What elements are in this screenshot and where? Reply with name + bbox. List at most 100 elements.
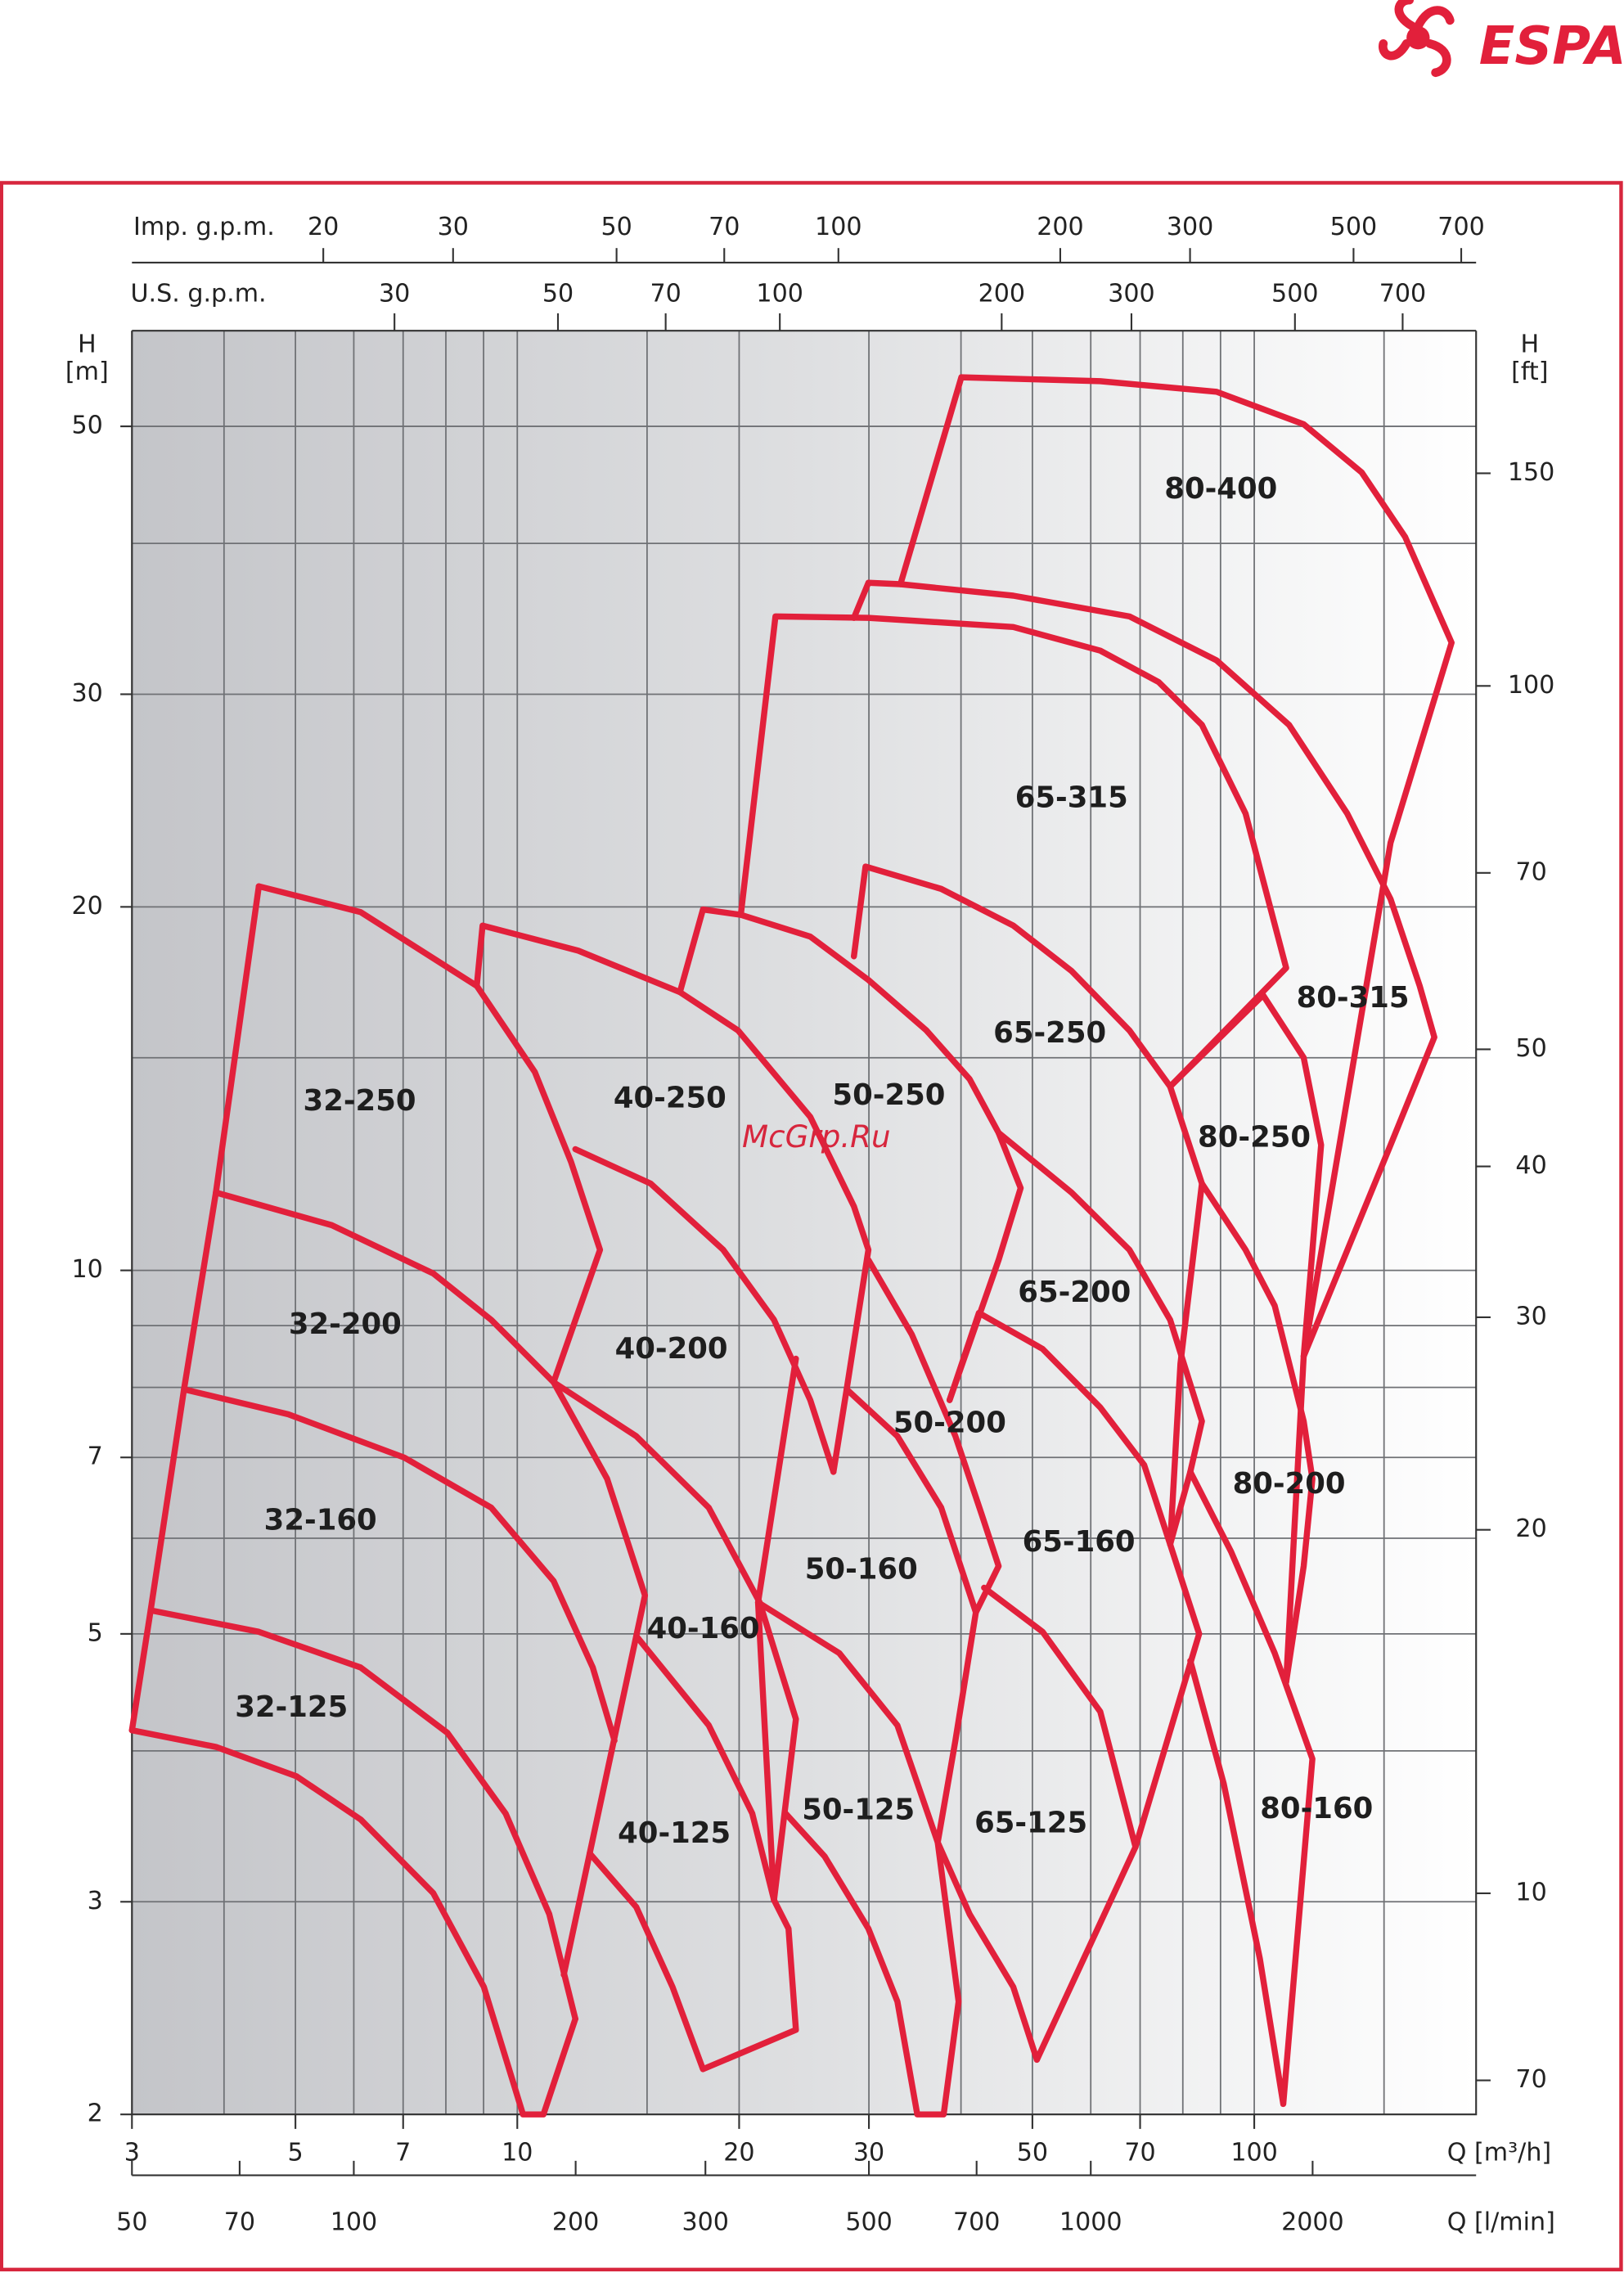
y2-tick-label: 10 <box>1515 1878 1546 1906</box>
pump-curve <box>255 883 604 1386</box>
secondary-tick-label: 2000 <box>1281 2208 1344 2237</box>
region-label: 80-315 <box>1297 981 1410 1015</box>
y-axis-unit: [m] <box>65 358 109 386</box>
pump-curve <box>1187 1469 1316 2108</box>
secondary-tick-label: 700 <box>953 2208 1000 2237</box>
y2-tick-label: 30 <box>1515 1302 1546 1330</box>
secondary-tick-label: 500 <box>1271 279 1318 308</box>
y2-tick-label: 100 <box>1508 671 1554 700</box>
pump-curve <box>587 1850 799 2073</box>
region-label: 65-315 <box>1015 781 1128 815</box>
region-label: 80-400 <box>1164 472 1277 506</box>
x-axis-label: Q [m³/h] <box>1447 2139 1551 2167</box>
watermark: McGrp.Ru <box>742 1118 891 1155</box>
x-tick-label: 20 <box>723 2139 754 2167</box>
y2-tick-label: 150 <box>1508 458 1554 487</box>
secondary-tick-label: 70 <box>650 279 681 308</box>
region-label: 50-125 <box>802 1794 915 1827</box>
pump-curve <box>865 1257 1002 1846</box>
secondary-tick-label: 700 <box>1437 213 1484 241</box>
pump-curve <box>181 1386 618 1744</box>
y-tick-label: 3 <box>88 1887 103 1915</box>
region-label: 80-200 <box>1233 1467 1346 1501</box>
region-label: 65-125 <box>974 1807 1087 1840</box>
secondary-tick-label: 30 <box>379 279 410 308</box>
y-tick-label: 5 <box>88 1618 103 1647</box>
pump-curve <box>782 1810 962 2118</box>
region-label: 50-160 <box>805 1553 918 1587</box>
y-tick-label: 30 <box>72 679 103 708</box>
y2-axis-label: H <box>1520 330 1539 358</box>
secondary-tick-label: 100 <box>756 279 803 308</box>
secondary-tick-label: 30 <box>438 213 469 241</box>
region-label: 65-160 <box>1023 1525 1136 1559</box>
secondary-axis-label: Imp. g.p.m. <box>133 213 275 241</box>
secondary-tick-label: 200 <box>1037 213 1083 241</box>
y-tick-label: 10 <box>72 1255 103 1284</box>
region-label: 50-200 <box>893 1407 1006 1440</box>
secondary-tick-label: 50 <box>601 213 632 241</box>
pump-curve <box>850 374 1455 1360</box>
secondary-tick-label: 300 <box>682 2208 728 2237</box>
region-label: 32-250 <box>304 1084 416 1118</box>
pump-curve <box>897 581 1437 1360</box>
pump-curve <box>754 1599 941 1846</box>
pump-curve <box>1199 1180 1316 1686</box>
x-tick-label: 5 <box>288 2139 304 2167</box>
secondary-tick-label: 20 <box>308 213 339 241</box>
y-axis-label: H <box>78 330 97 358</box>
pump-curve <box>946 1309 1203 2064</box>
secondary-tick-label: 300 <box>1167 213 1213 241</box>
x-tick-label: 50 <box>1017 2139 1048 2167</box>
pump-curve <box>632 1632 777 1903</box>
secondary-tick-label: 70 <box>224 2208 255 2237</box>
logo <box>1379 0 1455 78</box>
secondary-tick-label: 70 <box>709 213 740 241</box>
region-label: 80-250 <box>1198 1120 1311 1154</box>
logo-text: ESPA <box>1479 16 1624 77</box>
y2-axis-unit: [ft] <box>1511 358 1548 386</box>
plot-background <box>132 331 1477 2115</box>
pump-curve <box>572 1146 837 1475</box>
region-label: 50-250 <box>832 1078 945 1112</box>
pump-curve <box>147 1607 578 2023</box>
pump-curve <box>128 1726 578 2118</box>
x-tick-label: 7 <box>395 2139 411 2167</box>
pump-curve <box>474 922 872 1475</box>
axis-line <box>131 331 1478 2116</box>
secondary-tick-label: 700 <box>1379 279 1426 308</box>
secondary-tick-label: 50 <box>542 279 574 308</box>
y2-tick-label: 70 <box>1515 857 1546 886</box>
y2-tick-label: 20 <box>1515 1515 1546 1543</box>
region-label: 65-250 <box>993 1016 1106 1050</box>
pump-curve <box>850 863 1205 1548</box>
secondary-axis-label: U.S. g.p.m. <box>131 279 267 308</box>
pump-curve <box>550 1379 799 1903</box>
region-label: 32-160 <box>264 1503 377 1537</box>
y2-tick-label: 50 <box>1515 1034 1546 1063</box>
region-label: 40-125 <box>618 1816 731 1850</box>
y-tick-label: 50 <box>72 412 103 440</box>
pump-curve <box>843 1386 979 1616</box>
pump-curve <box>737 613 1289 1090</box>
region-label: 40-250 <box>614 1082 727 1115</box>
secondary-tick-label: 200 <box>552 2208 599 2237</box>
secondary-axis-label: Q [l/min] <box>1447 2208 1555 2237</box>
secondary-tick-label: 300 <box>1108 279 1154 308</box>
y2-tick-label: 40 <box>1515 1151 1546 1180</box>
region-label: 32-200 <box>289 1308 402 1341</box>
y-tick-label: 7 <box>88 1443 103 1471</box>
secondary-tick-label: 1000 <box>1059 2208 1122 2237</box>
region-label: 40-200 <box>615 1332 728 1366</box>
region-label: 32-125 <box>235 1690 348 1724</box>
secondary-tick-label: 100 <box>815 213 861 241</box>
y2-tick-label: 70 <box>1515 2065 1546 2094</box>
secondary-tick-label: 500 <box>1330 213 1377 241</box>
x-tick-label: 100 <box>1230 2139 1277 2167</box>
x-tick-label: 3 <box>124 2139 140 2167</box>
x-tick-label: 10 <box>502 2139 533 2167</box>
region-label: 80-160 <box>1260 1792 1373 1825</box>
secondary-tick-label: 50 <box>116 2208 147 2237</box>
